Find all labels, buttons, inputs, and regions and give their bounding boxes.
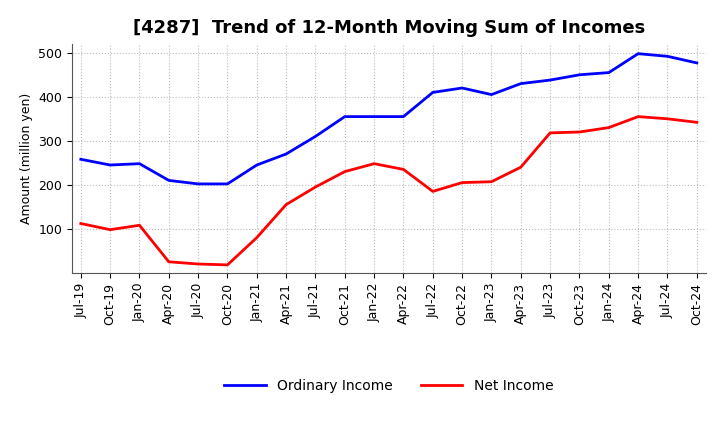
Ordinary Income <box>135 161 144 166</box>
Ordinary Income <box>428 90 437 95</box>
Ordinary Income <box>223 181 232 187</box>
Line: Ordinary Income: Ordinary Income <box>81 54 697 184</box>
Ordinary Income <box>311 134 320 139</box>
Net Income <box>106 227 114 232</box>
Net Income <box>76 221 85 226</box>
Net Income <box>546 130 554 136</box>
Ordinary Income <box>634 51 642 56</box>
Net Income <box>428 189 437 194</box>
Net Income <box>194 261 202 267</box>
Ordinary Income <box>106 162 114 168</box>
Ordinary Income <box>516 81 525 86</box>
Ordinary Income <box>399 114 408 119</box>
Net Income <box>223 262 232 268</box>
Ordinary Income <box>164 178 173 183</box>
Ordinary Income <box>693 60 701 66</box>
Ordinary Income <box>458 85 467 91</box>
Net Income <box>164 259 173 264</box>
Ordinary Income <box>663 54 672 59</box>
Ordinary Income <box>194 181 202 187</box>
Net Income <box>458 180 467 185</box>
Net Income <box>370 161 379 166</box>
Y-axis label: Amount (million yen): Amount (million yen) <box>19 93 32 224</box>
Ordinary Income <box>253 162 261 168</box>
Net Income <box>487 179 496 184</box>
Net Income <box>605 125 613 130</box>
Net Income <box>135 223 144 228</box>
Ordinary Income <box>575 72 584 77</box>
Net Income <box>663 116 672 121</box>
Net Income <box>634 114 642 119</box>
Net Income <box>341 169 349 174</box>
Net Income <box>311 184 320 190</box>
Net Income <box>282 202 290 207</box>
Line: Net Income: Net Income <box>81 117 697 265</box>
Title: [4287]  Trend of 12-Month Moving Sum of Incomes: [4287] Trend of 12-Month Moving Sum of I… <box>132 19 645 37</box>
Ordinary Income <box>76 157 85 162</box>
Net Income <box>516 165 525 170</box>
Legend: Ordinary Income, Net Income: Ordinary Income, Net Income <box>219 374 559 399</box>
Ordinary Income <box>546 77 554 83</box>
Ordinary Income <box>282 151 290 157</box>
Net Income <box>253 235 261 240</box>
Ordinary Income <box>605 70 613 75</box>
Ordinary Income <box>370 114 379 119</box>
Net Income <box>693 120 701 125</box>
Net Income <box>575 129 584 135</box>
Ordinary Income <box>487 92 496 97</box>
Net Income <box>399 167 408 172</box>
Ordinary Income <box>341 114 349 119</box>
